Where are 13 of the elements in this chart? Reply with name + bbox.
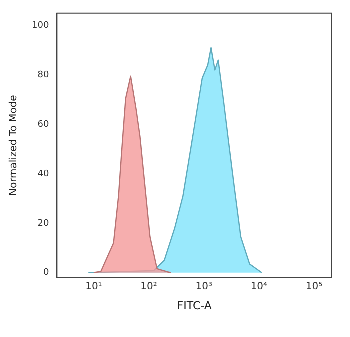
x-axis-title: FITC-A	[177, 299, 212, 312]
y-tick-label: 20	[38, 218, 50, 229]
x-tick-label: 10²	[140, 281, 158, 292]
x-tick-label: 10¹	[86, 281, 102, 292]
y-tick-label: 60	[38, 120, 50, 130]
y-tick-label: 80	[38, 70, 50, 81]
y-tick-label: 0	[43, 268, 50, 278]
y-tick-label: 40	[38, 169, 50, 180]
x-tick-label: 10⁵	[306, 281, 323, 292]
y-tick-label: 100	[32, 21, 50, 32]
y-axis-title: Normalized To Mode	[8, 95, 20, 196]
x-tick-label: 10³	[196, 281, 212, 292]
x-tick-label: 10⁴	[250, 281, 268, 292]
